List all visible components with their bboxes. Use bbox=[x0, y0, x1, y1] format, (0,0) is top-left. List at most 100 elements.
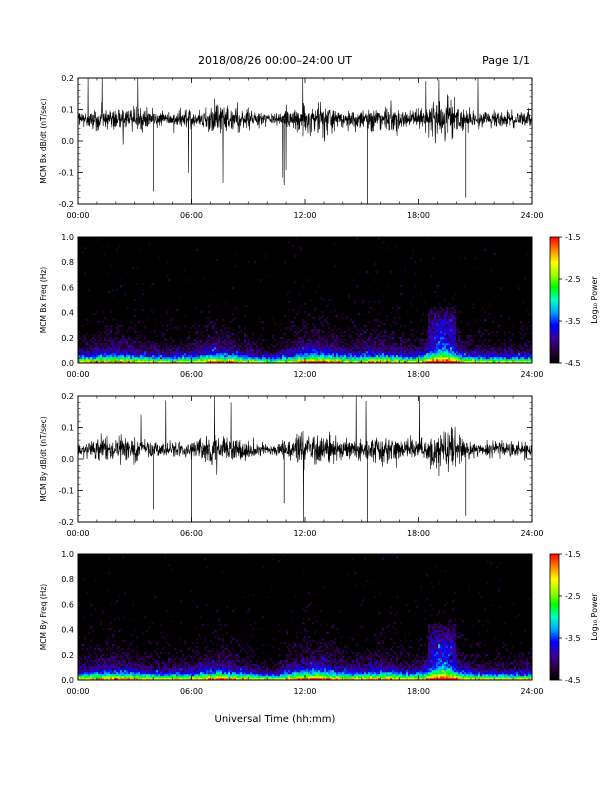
spectrogram-cell bbox=[260, 347, 263, 350]
spectrogram-cell bbox=[434, 317, 437, 320]
spectrogram-cell bbox=[294, 349, 297, 352]
spectrogram-cell bbox=[248, 640, 251, 643]
spectrogram-cell bbox=[176, 345, 179, 348]
spectrogram-cell bbox=[234, 656, 237, 659]
spectrogram-cell bbox=[418, 347, 421, 350]
spectrogram-cell bbox=[262, 347, 265, 350]
spectrogram-cell bbox=[162, 666, 165, 669]
spectrogram-cell bbox=[170, 636, 173, 639]
spectrogram-cell bbox=[222, 674, 225, 677]
spectrogram-cell bbox=[204, 355, 207, 358]
spectrogram-cell bbox=[238, 357, 241, 360]
spectrogram-cell bbox=[432, 355, 435, 358]
spectrogram-cell bbox=[426, 333, 429, 336]
spectrogram-cell bbox=[374, 355, 377, 358]
spectrogram-cell bbox=[528, 351, 531, 354]
spectrogram-cell bbox=[466, 361, 469, 364]
spectrogram-cell bbox=[300, 664, 303, 667]
spectrogram-cell bbox=[380, 353, 383, 356]
spectrogram-cell bbox=[306, 610, 309, 613]
spectrogram-cell bbox=[268, 654, 271, 657]
spectrogram-cell bbox=[114, 672, 117, 675]
spectrogram-cell bbox=[302, 646, 305, 649]
spectrogram-cell bbox=[468, 351, 471, 354]
spectrogram-cell bbox=[372, 359, 375, 362]
spectrogram-cell bbox=[358, 357, 361, 360]
spectrogram-cell bbox=[278, 672, 281, 675]
spectrogram-cell bbox=[166, 353, 169, 356]
spectrogram-cell bbox=[304, 660, 307, 663]
spectrogram-cell bbox=[282, 333, 285, 336]
spectrogram-cell bbox=[334, 311, 337, 314]
spectrogram-cell bbox=[278, 347, 281, 350]
spectrogram-cell bbox=[214, 343, 217, 346]
spectrogram-cell bbox=[376, 349, 379, 352]
spectrogram-cell bbox=[290, 654, 293, 657]
spectrogram-cell bbox=[440, 347, 443, 350]
spectrogram-cell bbox=[122, 333, 125, 336]
spectrogram-cell bbox=[316, 361, 319, 364]
spectrogram-cell bbox=[366, 351, 369, 354]
spectrogram-cell bbox=[526, 339, 529, 342]
spectrogram-cell bbox=[354, 341, 357, 344]
spectrogram-cell bbox=[194, 333, 197, 336]
spectrogram-cell bbox=[238, 652, 241, 655]
spectrogram-cell bbox=[206, 660, 209, 663]
spectrogram-cell bbox=[312, 361, 315, 364]
spectrogram-cell bbox=[414, 353, 417, 356]
spectrogram-cell bbox=[160, 678, 163, 681]
spectrogram-cell bbox=[458, 351, 461, 354]
spectrogram-cell bbox=[486, 349, 489, 352]
spectrogram-cell bbox=[202, 664, 205, 667]
spectrogram-cell bbox=[218, 339, 221, 342]
spectrogram-cell bbox=[402, 347, 405, 350]
spectrogram-cell bbox=[210, 361, 213, 364]
spectrogram-cell bbox=[482, 361, 485, 364]
spectrogram-cell bbox=[88, 672, 91, 675]
spectrogram-cell bbox=[80, 361, 83, 364]
spectrogram-cell bbox=[78, 353, 81, 356]
spectrogram-cell bbox=[152, 353, 155, 356]
spectrogram-cell bbox=[114, 674, 117, 677]
spectrogram-cell bbox=[210, 359, 213, 362]
spectrogram-cell bbox=[370, 349, 373, 352]
spectrogram-cell bbox=[344, 347, 347, 350]
spectrogram-cell bbox=[272, 674, 275, 677]
spectrogram-cell bbox=[176, 656, 179, 659]
spectrogram-cell bbox=[250, 359, 253, 362]
spectrogram-cell bbox=[516, 361, 519, 364]
spectrogram-cell bbox=[198, 670, 201, 673]
spectrogram-cell bbox=[384, 361, 387, 364]
spectrogram-cell bbox=[478, 351, 481, 354]
spectrogram-cell bbox=[274, 664, 277, 667]
bx-dbdt-frame bbox=[77, 77, 533, 205]
spectrogram-cell bbox=[226, 331, 229, 334]
spectrogram-cell bbox=[216, 652, 219, 655]
spectrogram-cell bbox=[430, 353, 433, 356]
spectrogram-cell bbox=[206, 343, 209, 346]
spectrogram-cell bbox=[122, 676, 125, 679]
spectrogram-cell bbox=[266, 355, 269, 358]
spectrogram-cell bbox=[102, 349, 105, 352]
spectrogram-cell bbox=[314, 349, 317, 352]
spectrogram-cell bbox=[216, 259, 219, 262]
spectrogram-cell bbox=[100, 648, 103, 651]
spectrogram-cell bbox=[142, 656, 145, 659]
spectrogram-cell bbox=[170, 676, 173, 679]
spectrogram-cell bbox=[272, 345, 275, 348]
spectrogram-cell bbox=[432, 345, 435, 348]
spectrogram-cell bbox=[302, 660, 305, 663]
spectrogram-cell bbox=[508, 349, 511, 352]
spectrogram-cell bbox=[370, 333, 373, 336]
spectrogram-cell bbox=[120, 343, 123, 346]
spectrogram-cell bbox=[86, 355, 89, 358]
spectrogram-cell bbox=[176, 349, 179, 352]
spectrogram-cell bbox=[96, 343, 99, 346]
spectrogram-cell bbox=[248, 608, 251, 611]
spectrogram-cell bbox=[252, 664, 255, 667]
colorbar-tick-label: -2.5 bbox=[565, 275, 581, 284]
spectrogram-cell bbox=[504, 349, 507, 352]
spectrogram-cell bbox=[322, 345, 325, 348]
spectrogram-cell bbox=[500, 343, 503, 346]
spectrogram-cell bbox=[354, 357, 357, 360]
